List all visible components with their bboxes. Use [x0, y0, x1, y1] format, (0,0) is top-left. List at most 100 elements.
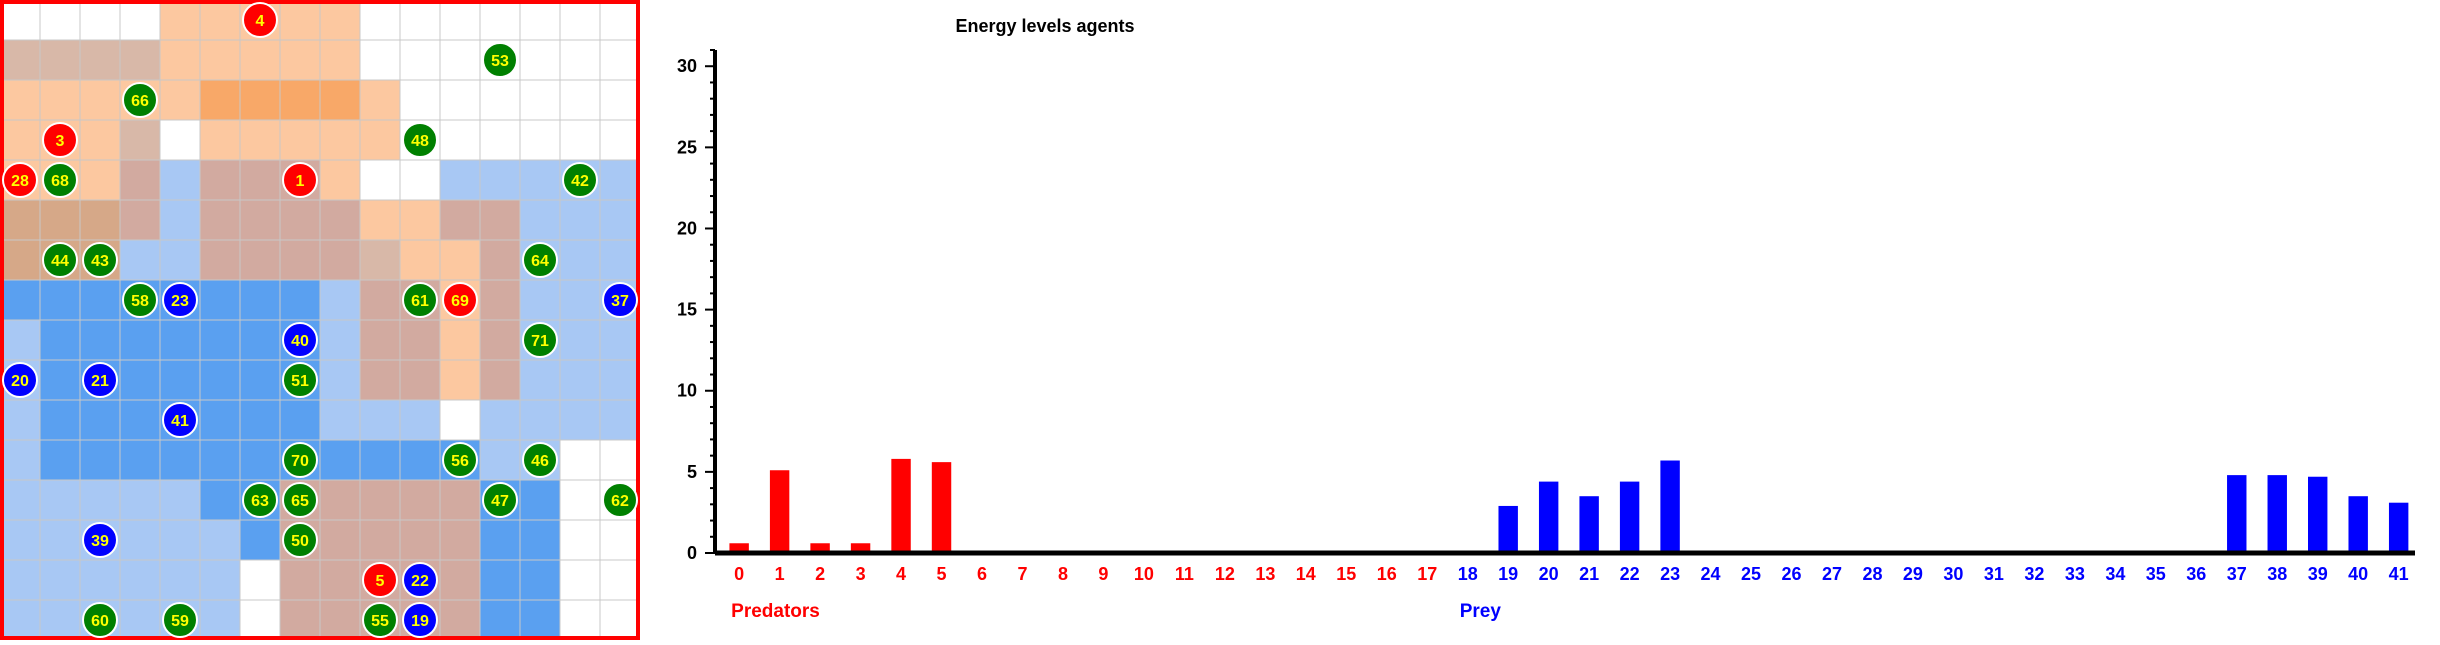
- grid-cell: [39, 199, 81, 241]
- grid-cell: [439, 199, 481, 241]
- x-tick-label: 24: [1701, 564, 1721, 584]
- agent-id-label: 41: [171, 413, 189, 430]
- agent-id-label: 69: [451, 293, 469, 310]
- y-tick-label: 15: [677, 300, 697, 320]
- grid-cell: [0, 439, 41, 481]
- prey-agent: 23: [162, 282, 198, 318]
- prey-agent-marker: [82, 522, 118, 558]
- grid-cell: [239, 319, 281, 361]
- grid-cell: [239, 119, 281, 161]
- bar: [1538, 481, 1559, 553]
- group-label: Predators: [731, 601, 820, 622]
- simulation-grid: 4 53 66 3 48 28 68 1 42 44 43 64 58 23 61 69 37 40 71 20 21 5…: [0, 0, 641, 641]
- grid-cell: [479, 199, 521, 241]
- x-tick-label: 3: [856, 564, 866, 584]
- grid-cell: [479, 319, 521, 361]
- food-agent-marker: [242, 482, 278, 518]
- grid-cell: [359, 519, 401, 561]
- grid-cell: [319, 559, 361, 601]
- grid-cell: [519, 0, 561, 41]
- x-tick-label: 8: [1058, 564, 1068, 584]
- grid-cell: [159, 159, 201, 201]
- grid-cell: [279, 279, 321, 321]
- grid-cell: [359, 439, 401, 481]
- food-agent-marker: [282, 522, 318, 558]
- grid-cell: [319, 319, 361, 361]
- bar: [931, 462, 952, 553]
- food-agent: 50: [282, 522, 318, 558]
- x-tick-label: 32: [2024, 564, 2044, 584]
- grid-cell: [79, 159, 121, 201]
- grid-cell: [239, 559, 281, 601]
- agent-id-label: 39: [91, 533, 109, 550]
- grid-cell: [199, 239, 241, 281]
- grid-cell: [39, 399, 81, 441]
- food-agent-marker: [282, 442, 318, 478]
- prey-agent-marker: [402, 602, 438, 638]
- food-agent-marker: [482, 482, 518, 518]
- bar: [729, 543, 749, 553]
- bar: [769, 470, 790, 553]
- grid-cell: [479, 159, 521, 201]
- grid-cell: [199, 319, 241, 361]
- grid-cell: [199, 39, 241, 81]
- grid-cell: [559, 479, 601, 521]
- bar: [1498, 505, 1518, 553]
- agent-id-label: 58: [131, 293, 149, 310]
- grid-cell: [519, 39, 561, 81]
- bar: [2308, 476, 2328, 553]
- grid-cell: [39, 279, 81, 321]
- grid-cell: [119, 479, 161, 521]
- grid-cell: [439, 359, 481, 401]
- grid-cell: [119, 239, 161, 281]
- prey-agent-marker: [162, 282, 198, 318]
- prey-agent: 19: [402, 602, 438, 638]
- grid-cell: [399, 439, 441, 481]
- grid-cell: [319, 119, 361, 161]
- x-tick-label: 30: [1943, 564, 1963, 584]
- agent-id-label: 42: [571, 173, 589, 190]
- grid-cell: [479, 599, 521, 641]
- grid-cell: [359, 159, 401, 201]
- grid-cell: [159, 79, 201, 121]
- food-agent-marker: [562, 162, 598, 198]
- food-agent: 55: [362, 602, 398, 638]
- grid-cell: [559, 359, 601, 401]
- grid-cell: [239, 519, 281, 561]
- grid-cell: [599, 599, 641, 641]
- prey-agent: 39: [82, 522, 118, 558]
- bar: [1619, 481, 1640, 553]
- grid-cell: [359, 399, 401, 441]
- grid-cell: [159, 0, 201, 41]
- grid-cell: [159, 199, 201, 241]
- grid-cell: [239, 159, 281, 201]
- x-tick-label: 9: [1098, 564, 1108, 584]
- grid-cell: [399, 159, 441, 201]
- grid-cell: [399, 239, 441, 281]
- predator-agent-marker: [362, 562, 398, 598]
- grid-cell: [479, 399, 521, 441]
- grid-cell: [559, 239, 601, 281]
- grid-cell: [0, 599, 41, 641]
- x-tick-label: 11: [1175, 564, 1194, 584]
- grid-cell: [559, 439, 601, 481]
- grid-cell: [319, 199, 361, 241]
- grid-cell: [39, 0, 81, 41]
- x-tick-label: 1: [775, 564, 785, 584]
- food-agent: 70: [282, 442, 318, 478]
- x-tick-label: 6: [977, 564, 987, 584]
- food-agent-marker: [482, 42, 518, 78]
- predator-agent-marker: [42, 122, 78, 158]
- grid-cell: [519, 199, 561, 241]
- agent-id-label: 23: [171, 293, 189, 310]
- grid-cell: [359, 239, 401, 281]
- grid-cell: [119, 399, 161, 441]
- grid-cell: [159, 119, 201, 161]
- grid-cell: [359, 119, 401, 161]
- grid-cell: [0, 519, 41, 561]
- x-tick-label: 21: [1579, 564, 1599, 584]
- x-tick-label: 12: [1215, 564, 1235, 584]
- grid-cell: [279, 39, 321, 81]
- grid-cell: [39, 479, 81, 521]
